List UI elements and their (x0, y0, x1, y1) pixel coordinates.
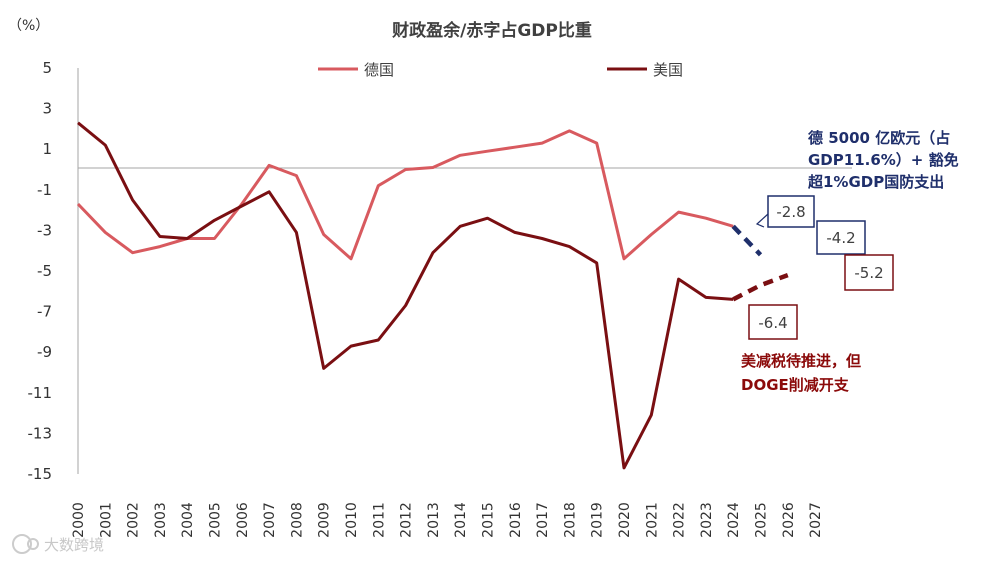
y-tick-label: -15 (28, 465, 53, 483)
legend-label-germany: 德国 (364, 61, 394, 79)
y-tick-label: -13 (28, 424, 53, 442)
series-line-us (77, 121, 734, 470)
x-tick-label: 2013 (426, 502, 442, 538)
y-tick-label: -9 (37, 343, 52, 361)
annotation-germany: 德 5000 亿欧元（占 GDP11.6%）+ 豁免 超1%GDP国防支出 (807, 129, 959, 191)
x-tick-label: 2012 (399, 502, 415, 538)
watermark-text: 大数跨境 (44, 536, 104, 554)
annotation-us: 美减税待推进，但 DOGE削减开支 (741, 352, 861, 394)
svg-text:德 5000 亿欧元（占: 德 5000 亿欧元（占 (808, 129, 950, 147)
value-label-us-2026: -5.2 (844, 254, 894, 291)
svg-text:-5.2: -5.2 (854, 264, 883, 282)
x-tick-label: 2007 (262, 502, 278, 538)
x-tick-label: 2011 (371, 502, 387, 538)
x-tick-label: 2026 (781, 502, 797, 538)
x-tick-label: 2014 (453, 502, 469, 538)
y-tick-label: 3 (42, 100, 52, 118)
y-tick-label: -5 (37, 262, 52, 280)
series-line-germany (76, 129, 734, 261)
x-tick-label: 2005 (208, 502, 224, 538)
value-label-us-2024: -6.4 (748, 304, 798, 340)
x-tick-label: 2001 (98, 502, 114, 538)
projection-line-germany (731, 224, 763, 257)
y-tick-label: -1 (37, 181, 52, 199)
x-tick-label: 2019 (590, 502, 606, 538)
chart-title: 财政盈余/赤字占GDP比重 (391, 20, 592, 41)
x-tick-label: 2027 (808, 502, 824, 538)
svg-text:-4.2: -4.2 (826, 229, 855, 247)
y-tick-label: 5 (42, 59, 52, 77)
svg-text:超1%GDP国防支出: 超1%GDP国防支出 (807, 173, 944, 191)
y-tick-label: -11 (28, 384, 53, 402)
svg-text:美减税待推进，但: 美减税待推进，但 (741, 352, 861, 370)
x-tick-label: 2024 (726, 502, 742, 538)
y-tick-label: -3 (37, 221, 52, 239)
x-tick-label: 2021 (644, 502, 660, 538)
x-tick-label: 2002 (126, 502, 142, 538)
x-axis: 2000 2001 2002 2003 2004 2005 2006 2007 2008 2009… (71, 502, 824, 538)
x-tick-label: 2010 (344, 502, 360, 538)
watermark-logo-icon (12, 534, 32, 554)
x-tick-label: 2004 (180, 502, 196, 538)
legend: 德国 美国 (318, 61, 683, 79)
y-axis: 5 3 1 -1 -3 -5 -7 -9 -11 -13 -15 (28, 59, 79, 483)
x-tick-label: 2023 (699, 502, 715, 538)
y-tick-label: 1 (42, 140, 52, 158)
x-tick-label: 2008 (289, 502, 305, 538)
x-tick-label: 2025 (754, 502, 770, 538)
x-tick-label: 2006 (235, 502, 251, 538)
watermark: 大数跨境 (12, 534, 104, 554)
x-tick-label: 2000 (71, 502, 87, 538)
svg-text:DOGE削减开支: DOGE削减开支 (741, 376, 850, 394)
x-tick-label: 2016 (508, 502, 524, 538)
x-tick-label: 2015 (481, 502, 497, 538)
x-tick-label: 2003 (153, 502, 169, 538)
x-tick-label: 2022 (672, 502, 688, 538)
x-tick-label: 2017 (535, 502, 551, 538)
series-lines (76, 121, 789, 470)
value-label-germany-2025: -4.2 (816, 220, 866, 255)
svg-text:-2.8: -2.8 (776, 203, 805, 221)
y-unit-label: （%） (8, 18, 49, 34)
legend-label-us: 美国 (653, 61, 683, 79)
y-tick-label: -7 (37, 303, 52, 321)
projection-line-us (732, 272, 789, 302)
x-tick-label: 2020 (617, 502, 633, 538)
x-tick-label: 2018 (562, 502, 578, 538)
x-tick-label: 2009 (317, 502, 333, 538)
svg-text:GDP11.6%）+ 豁免: GDP11.6%）+ 豁免 (808, 151, 959, 169)
value-label-germany-2024: -2.8 (755, 195, 815, 228)
svg-text:-6.4: -6.4 (758, 314, 787, 332)
